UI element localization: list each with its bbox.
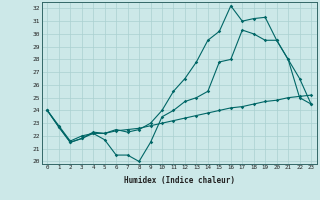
X-axis label: Humidex (Indice chaleur): Humidex (Indice chaleur) [124,176,235,185]
